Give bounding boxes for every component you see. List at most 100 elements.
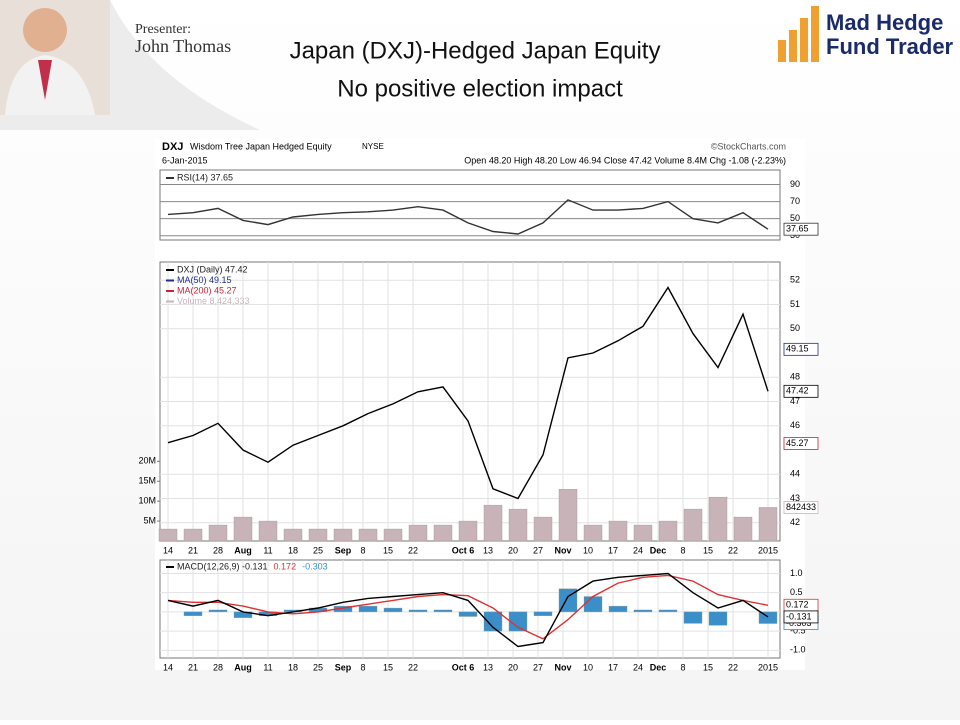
bar: [633, 609, 653, 613]
bar: [558, 488, 578, 542]
legend-entry: Volume 8,424,333: [177, 296, 250, 306]
x-tick-label: Nov: [554, 662, 571, 672]
x-tick-label: 22: [408, 662, 418, 672]
bar: [358, 528, 378, 542]
last-value-label: 0.172: [786, 600, 809, 610]
x-tick-label: 27: [533, 662, 543, 672]
x-tick-label: 8: [680, 662, 685, 672]
x-tick-label: 18: [288, 545, 298, 555]
y-tick-label: 1.0: [790, 568, 803, 578]
bar: [333, 528, 353, 542]
legend-entry: DXJ (Daily) 47.42: [177, 264, 248, 274]
bar: [708, 496, 728, 542]
bar: [608, 520, 628, 542]
bar: [458, 520, 478, 542]
bar: [758, 507, 778, 542]
x-tick-label: 24: [633, 545, 643, 555]
x-tick-label: Aug: [234, 662, 252, 672]
bar: [533, 516, 553, 542]
logo-text: Mad Hedge: [826, 10, 943, 35]
x-tick-label: 17: [608, 662, 618, 672]
last-value-label: 37.65: [786, 224, 809, 234]
bar: [458, 611, 478, 617]
slide-title: Japan (DXJ)-Hedged Japan Equity: [290, 37, 661, 64]
y-tick-label: -0.5: [790, 625, 806, 635]
x-tick-label: 15: [383, 662, 393, 672]
y-tick-label: -1.0: [790, 645, 806, 655]
legend-entry: MA(50) 49.15: [177, 275, 232, 285]
bar: [158, 528, 178, 542]
bar: [583, 524, 603, 542]
x-tick-label: 11: [263, 545, 272, 555]
x-tick-label: 13: [483, 662, 493, 672]
quote: Open 48.20 High 48.20 Low 46.94 Close 47…: [464, 155, 786, 165]
bar: [658, 609, 678, 613]
presenter-label: Presenter:: [135, 22, 191, 37]
x-tick-label: 10: [583, 662, 593, 672]
x-tick-label: 25: [313, 662, 323, 672]
bar: [633, 524, 653, 542]
y2-tick-label: 5M: [143, 515, 156, 525]
bar: [583, 596, 603, 613]
bar: [533, 611, 553, 616]
x-tick-label: 15: [383, 545, 393, 555]
x-tick-label: 25: [313, 545, 323, 555]
last-value-box: [783, 437, 819, 450]
legend-entry: MA(200) 45.27: [177, 285, 237, 295]
logo-bars: [778, 6, 819, 62]
bar: [408, 609, 428, 613]
bar: [508, 611, 528, 632]
x-tick-label: Oct 6: [452, 545, 475, 555]
legend-entry: MACD(12,26,9) -0.131: [177, 561, 268, 571]
last-value-box: [783, 501, 819, 514]
date: 6-Jan-2015: [162, 155, 208, 165]
bar: [208, 524, 228, 542]
panel-frame: [159, 559, 781, 659]
x-tick-label: 8: [360, 545, 365, 555]
legend-entry: -0.303: [302, 561, 328, 571]
y-tick-label: 0.5: [790, 587, 803, 597]
legend-entry: RSI(14) 37.65: [177, 172, 233, 182]
x-tick-label: 21: [188, 662, 198, 672]
x-tick-label: 17: [608, 545, 618, 555]
logo-text: Fund Trader: [826, 34, 954, 59]
x-tick-label: Oct 6: [452, 662, 475, 672]
bar: [283, 528, 303, 542]
y-tick-label: 90: [790, 179, 800, 189]
bar: [483, 611, 503, 632]
exchange: NYSE: [362, 142, 384, 151]
x-tick-label: 18: [288, 662, 298, 672]
y-tick-label: 42: [790, 517, 800, 527]
y2-tick-label: 15M: [138, 476, 156, 486]
bar: [683, 611, 703, 624]
security-name: Wisdom Tree Japan Hedged Equity: [190, 141, 332, 151]
y-tick-label: 50: [790, 213, 800, 223]
x-tick-label: 22: [408, 545, 418, 555]
bar: [658, 520, 678, 542]
bar: [758, 611, 778, 624]
x-tick-label: 22: [728, 545, 738, 555]
series-line: [167, 574, 769, 640]
x-tick-label: Sep: [335, 662, 352, 672]
x-tick-label: 14: [163, 662, 173, 672]
x-tick-label: 28: [213, 545, 223, 555]
bar: [508, 508, 528, 542]
bar: [383, 607, 403, 613]
x-tick-label: 2015: [758, 662, 778, 672]
x-tick-label: 20: [508, 545, 518, 555]
last-value-label: -0.131: [786, 611, 812, 621]
x-tick-label: 10: [583, 545, 593, 555]
series-line: [167, 286, 769, 500]
bar: [433, 524, 453, 542]
x-tick-label: 13: [483, 545, 493, 555]
last-value-box: [783, 222, 819, 236]
x-tick-label: 15: [703, 662, 713, 672]
x-tick-label: 15: [703, 545, 713, 555]
bar: [308, 528, 328, 542]
bar: [383, 528, 403, 542]
y-tick-label: 51: [790, 299, 800, 309]
x-tick-label: 20: [508, 662, 518, 672]
y-tick-label: 52: [790, 275, 800, 285]
y2-tick-label: 10M: [138, 496, 156, 506]
